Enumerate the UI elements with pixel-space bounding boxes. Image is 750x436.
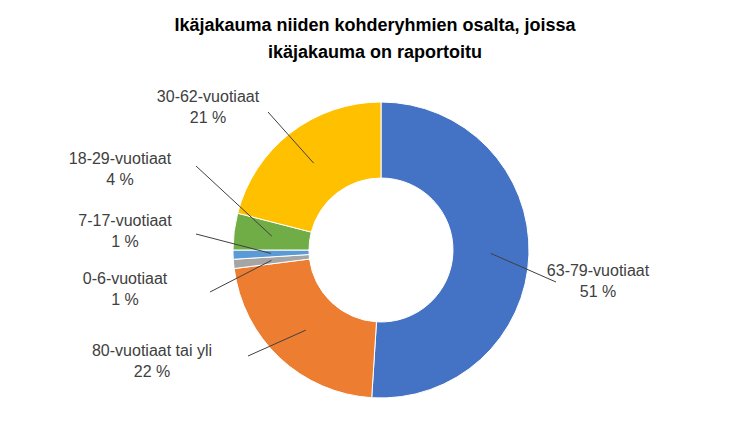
svg-text:0-6-vuotiaat1 %: 0-6-vuotiaat1 % bbox=[83, 270, 168, 308]
html-text:Ikäjakauma niiden kohderyhmien: Ikäjakauma niiden kohderyhmien osalta, j… bbox=[174, 15, 576, 62]
svg-text:18-29-vuotiaat4 %: 18-29-vuotiaat4 % bbox=[69, 150, 172, 188]
svg-text:30-62-vuotiaat21 %: 30-62-vuotiaat21 % bbox=[157, 88, 260, 126]
svg-text:7-17-vuotiaat1 %: 7-17-vuotiaat1 % bbox=[78, 212, 172, 250]
svg-text:80-vuotiaat tai yli22 %: 80-vuotiaat tai yli22 % bbox=[92, 342, 212, 380]
svg-text:63-79-vuotiaat51 %: 63-79-vuotiaat51 % bbox=[547, 262, 650, 300]
